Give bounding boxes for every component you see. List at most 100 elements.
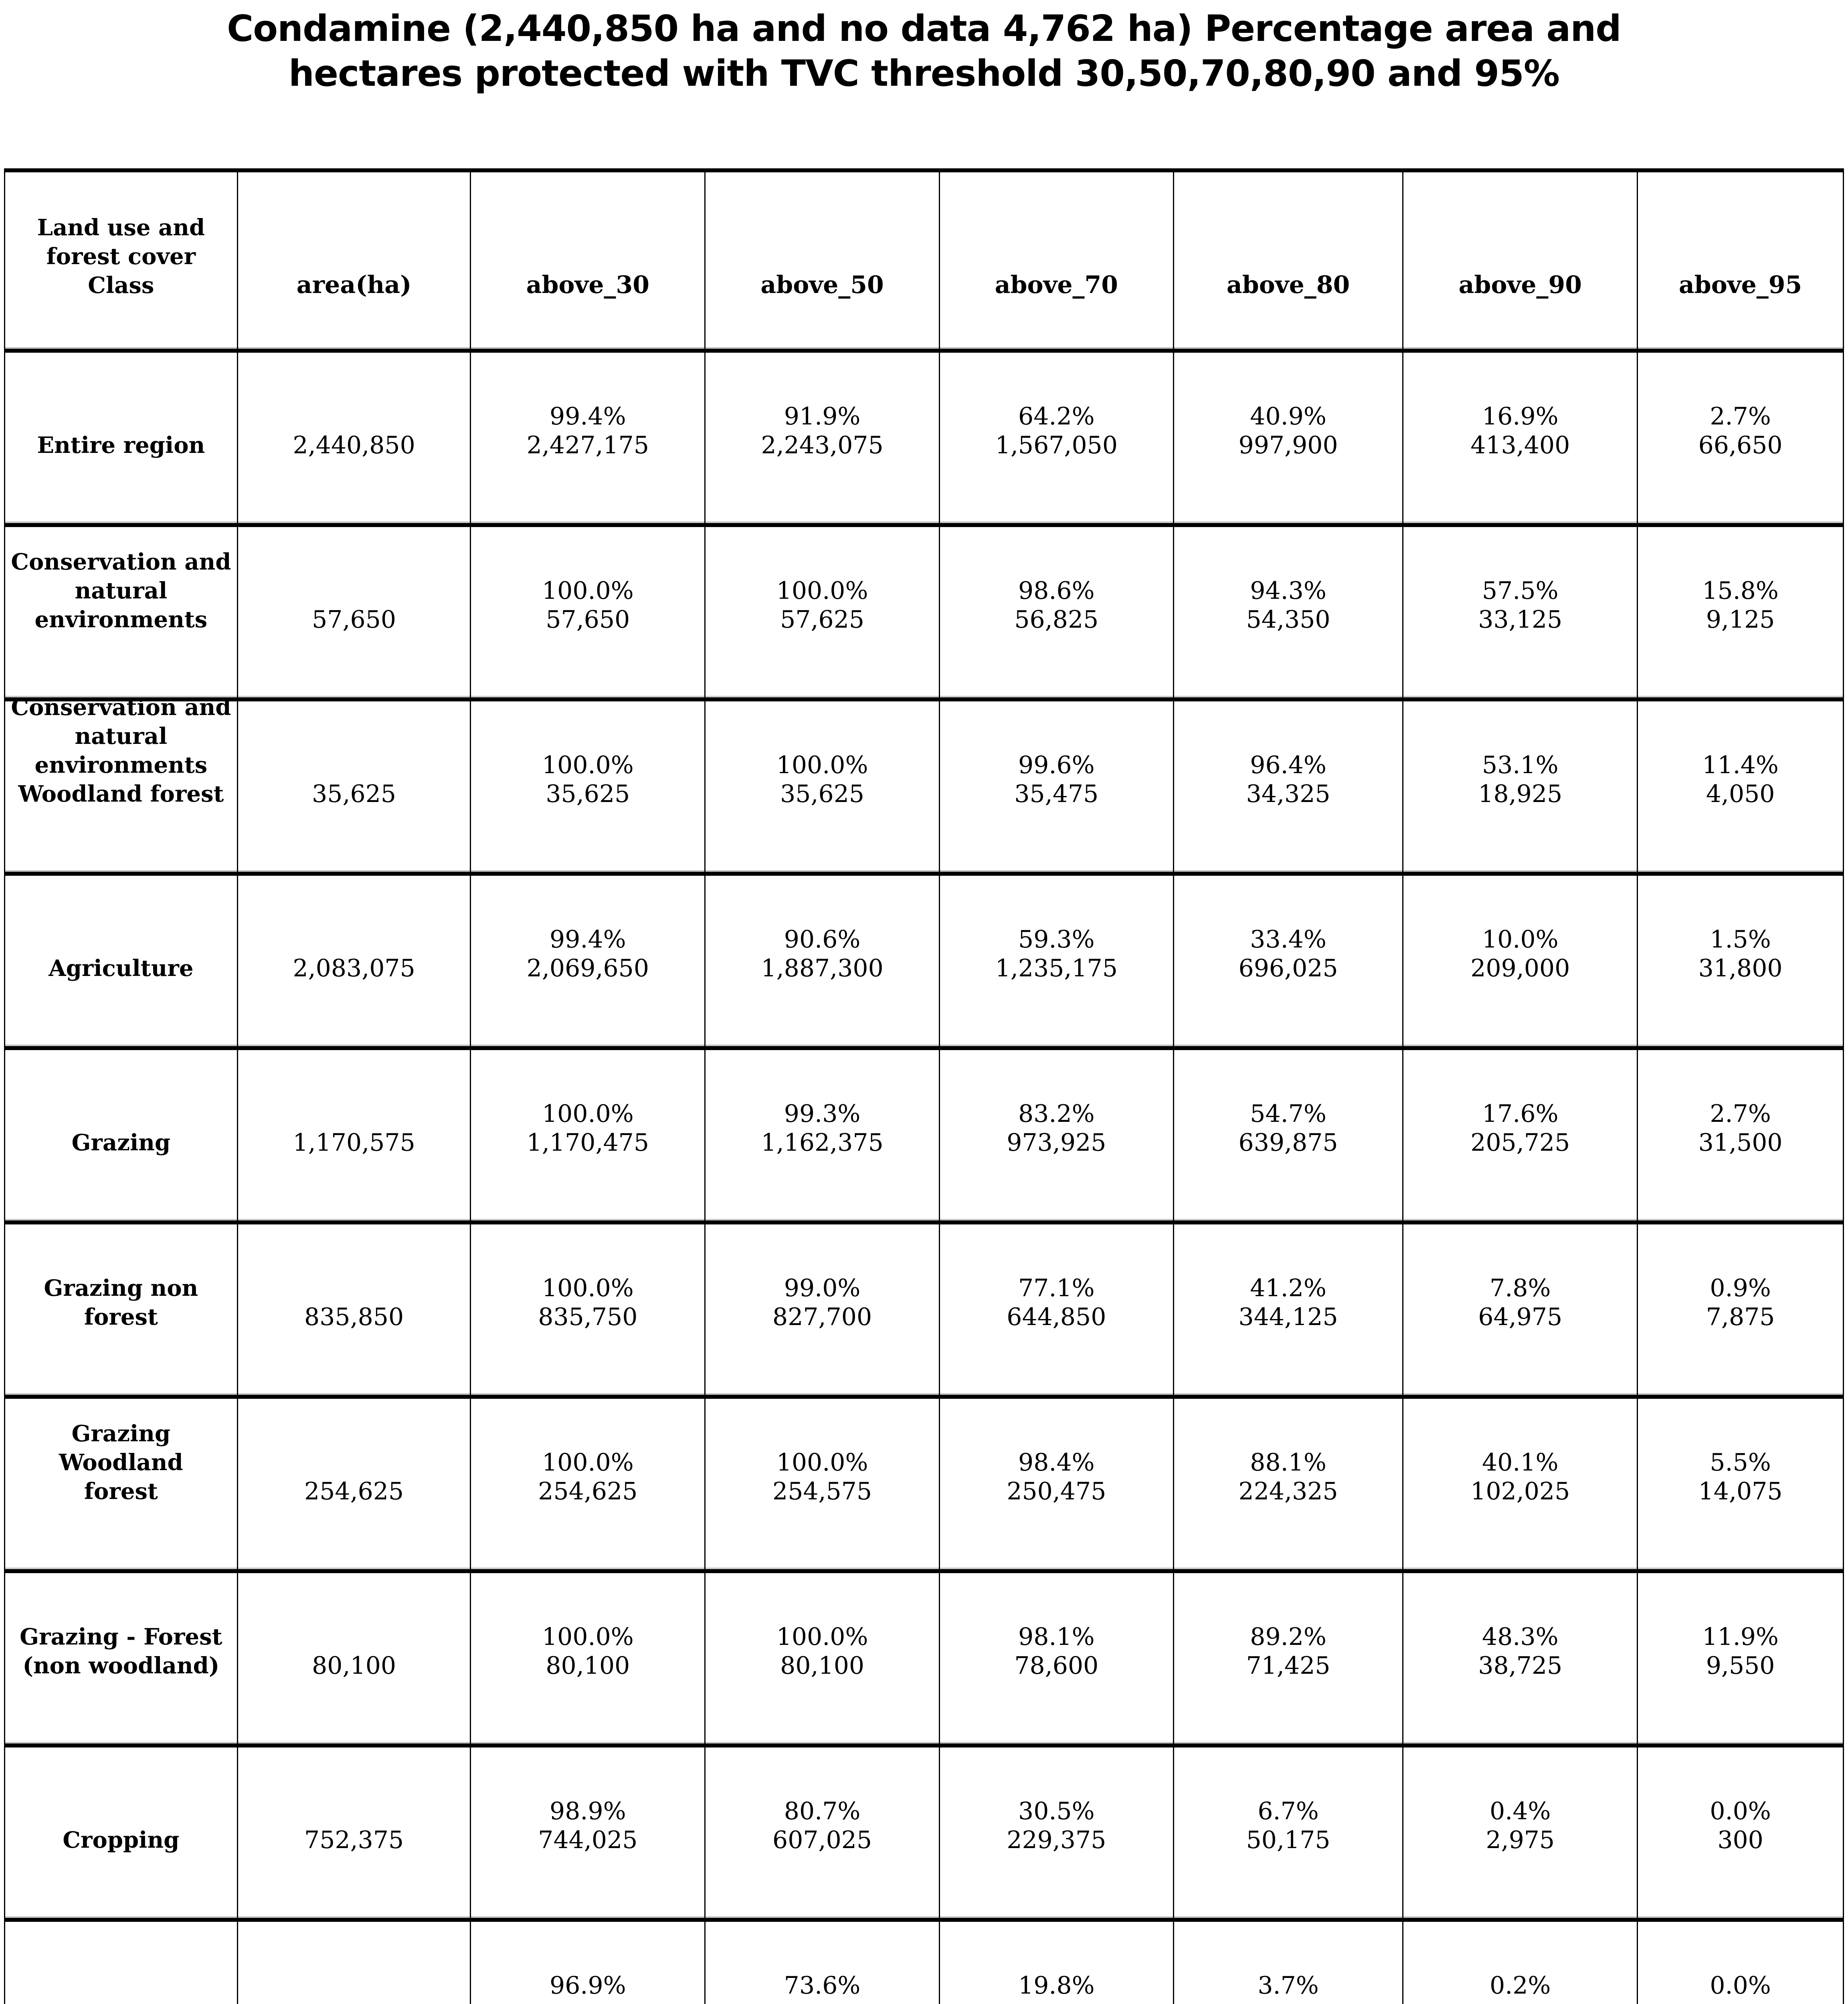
cell-hectares: 35,625	[780, 780, 865, 808]
cell-percent: 98.9%	[550, 1797, 626, 1825]
table-cell: 19.8%31,650	[938, 1922, 1173, 2004]
cell-hectares: 997,900	[1238, 431, 1338, 459]
cell-hectares: 50,175	[1246, 1826, 1330, 1854]
cell-hectares: 80,100	[780, 1652, 865, 1680]
cell-percent: 2.7%	[1710, 402, 1771, 430]
cell-percent: 7.8%	[1490, 1274, 1551, 1302]
cell-percent: 100.0%	[542, 1623, 634, 1651]
table-cell: 6.7% 50,175	[1173, 1747, 1403, 1918]
cell-percent: 54.7%	[1250, 1100, 1326, 1128]
cell-hectares: 14,075	[1698, 1477, 1783, 1505]
cell-percent: 57.5%	[1482, 577, 1559, 605]
table-cell: 99.3% 1,162,375	[704, 1050, 939, 1220]
cell-hectares: 696,025	[1238, 954, 1338, 982]
cell-hectares: 7,875	[1706, 1303, 1775, 1331]
table-cell: 41.2% 344,125	[1173, 1224, 1403, 1395]
cell-hectares: 607,025	[772, 1826, 872, 1854]
cell-hectares: 744,025	[538, 1826, 638, 1854]
table-body: Entire region 2,440,850 99.4% 2,427,175 91.9…	[5, 353, 1843, 2004]
table-cell: 54.7% 639,875	[1173, 1050, 1403, 1220]
row-label: Grazing Woodland forest	[59, 1420, 183, 1505]
table-row: Agriculture 2,083,075 99.4% 2,069,650 90.6% 1…	[5, 876, 1843, 1050]
cell-hectares: 57,625	[780, 606, 865, 634]
table-cell: 98.9% 744,025	[470, 1747, 704, 1918]
table-cell: 15.8% 9,125	[1637, 527, 1843, 697]
table-row: Conservation and natural environments 57,65…	[5, 527, 1843, 701]
cell-percent: 96.9%	[550, 1972, 626, 2000]
cell-percent: 91.9%	[784, 402, 861, 430]
table-cell: 94.3% 54,350	[1173, 527, 1403, 697]
table-cell: 33.4% 696,025	[1173, 876, 1403, 1046]
cell-hectares: 33,125	[1478, 606, 1563, 634]
row-area-ha: 752,375	[237, 1747, 470, 1918]
cell-hectares: 64,975	[1478, 1303, 1563, 1331]
cell-percent: 99.6%	[1018, 751, 1095, 779]
table-cell: 40.1% 102,025	[1402, 1399, 1637, 1569]
table-cell: 89.2% 71,425	[1173, 1573, 1403, 1743]
cell-hectares: 38,725	[1478, 1652, 1563, 1680]
table-cell: 10.0% 209,000	[1402, 876, 1637, 1046]
table-cell: 1.5% 31,800	[1637, 876, 1843, 1046]
row-label: Grazing non forest	[44, 1275, 198, 1330]
header-above-50: above_50	[704, 172, 939, 349]
table-cell: 59.3% 1,235,175	[938, 876, 1173, 1046]
table-cell: 11.4% 4,050	[1637, 701, 1843, 872]
cell-percent: 100.0%	[776, 751, 868, 779]
table-row: Conservation and natural environments Woodl…	[5, 701, 1843, 876]
cell-hectares: 300	[1717, 1826, 1763, 1854]
table-cell: 96.9%154,875	[470, 1922, 704, 2004]
cell-hectares: 1,170,475	[526, 1129, 649, 1157]
cell-percent: 19.8%	[1018, 1972, 1095, 2000]
header-above-80: above_80	[1173, 172, 1403, 349]
cell-percent: 98.4%	[1018, 1448, 1095, 1477]
cell-percent: 83.2%	[1018, 1100, 1095, 1128]
cell-percent: 98.1%	[1018, 1623, 1095, 1651]
cell-percent: 0.0%	[1710, 1797, 1771, 1825]
land-use-table: Land use and forest cover Class area(ha) a…	[4, 168, 1844, 2004]
table-cell: 0.4% 2,975	[1402, 1747, 1637, 1918]
cell-hectares: 31,650	[1014, 2000, 1098, 2004]
table-row: Grazing Woodland forest 254,625 100.0% 254,6…	[5, 1399, 1843, 1573]
row-label: Conservation and natural environments	[11, 549, 231, 633]
table-cell: 48.3% 38,725	[1402, 1573, 1637, 1743]
row-area-ha: 159,850	[237, 1922, 470, 2004]
cell-percent: 89.2%	[1250, 1623, 1326, 1651]
table-header-row: Land use and forest cover Class area(ha) a…	[5, 172, 1843, 353]
table-row: Grazing non forest 835,850 100.0% 835,750 99.…	[5, 1224, 1843, 1399]
cell-percent: 94.3%	[1250, 577, 1326, 605]
table-cell: 100.0% 1,170,475	[470, 1050, 704, 1220]
table-cell: 90.6% 1,887,300	[704, 876, 939, 1046]
table-cell: 11.9% 9,550	[1637, 1573, 1843, 1743]
table-cell: 100.0% 80,100	[470, 1573, 704, 1743]
cell-percent: 5.5%	[1710, 1448, 1771, 1477]
table-cell: 83.2% 973,925	[938, 1050, 1173, 1220]
header-above-30: above_30	[470, 172, 704, 349]
cell-hectares: 229,375	[1007, 1826, 1106, 1854]
row-area-ha: 2,083,075	[237, 876, 470, 1046]
cell-percent: 100.0%	[776, 1623, 868, 1651]
cell-hectares: 4,050	[1706, 780, 1775, 808]
page-title: Condamine (2,440,850 ha and no data 4,76…	[0, 6, 1848, 96]
table-cell: 2.7% 31,500	[1637, 1050, 1843, 1220]
cell-percent: 3.7%	[1258, 1972, 1319, 2000]
cell-hectares: 254,575	[772, 1477, 872, 1505]
cell-hectares: 34,325	[1246, 780, 1330, 808]
header-above-90: above_90	[1402, 172, 1637, 349]
cell-hectares: 80,100	[546, 1652, 630, 1680]
cell-hectares: 35,475	[1014, 780, 1099, 808]
cell-percent: 10.0%	[1482, 925, 1559, 954]
row-label: Irrigation	[5, 1922, 237, 2004]
table-row: Cropping 752,375 98.9% 744,025 80.7% 607,025 3…	[5, 1747, 1843, 1922]
table-cell: 16.9% 413,400	[1402, 353, 1637, 523]
cell-hectares: 2,243,075	[761, 431, 884, 459]
cell-percent: 53.1%	[1482, 751, 1559, 779]
table-cell: 99.0% 827,700	[704, 1224, 939, 1395]
row-area-ha: 80,100	[237, 1573, 470, 1743]
row-label: Agriculture	[49, 955, 194, 982]
cell-hectares: 78,600	[1014, 1652, 1099, 1680]
cell-percent: 40.9%	[1250, 402, 1326, 430]
cell-percent: 100.0%	[776, 1448, 868, 1477]
table-cell: 17.6% 205,725	[1402, 1050, 1637, 1220]
table-cell: 99.6% 35,475	[938, 701, 1173, 872]
table-cell: 100.0% 57,625	[704, 527, 939, 697]
